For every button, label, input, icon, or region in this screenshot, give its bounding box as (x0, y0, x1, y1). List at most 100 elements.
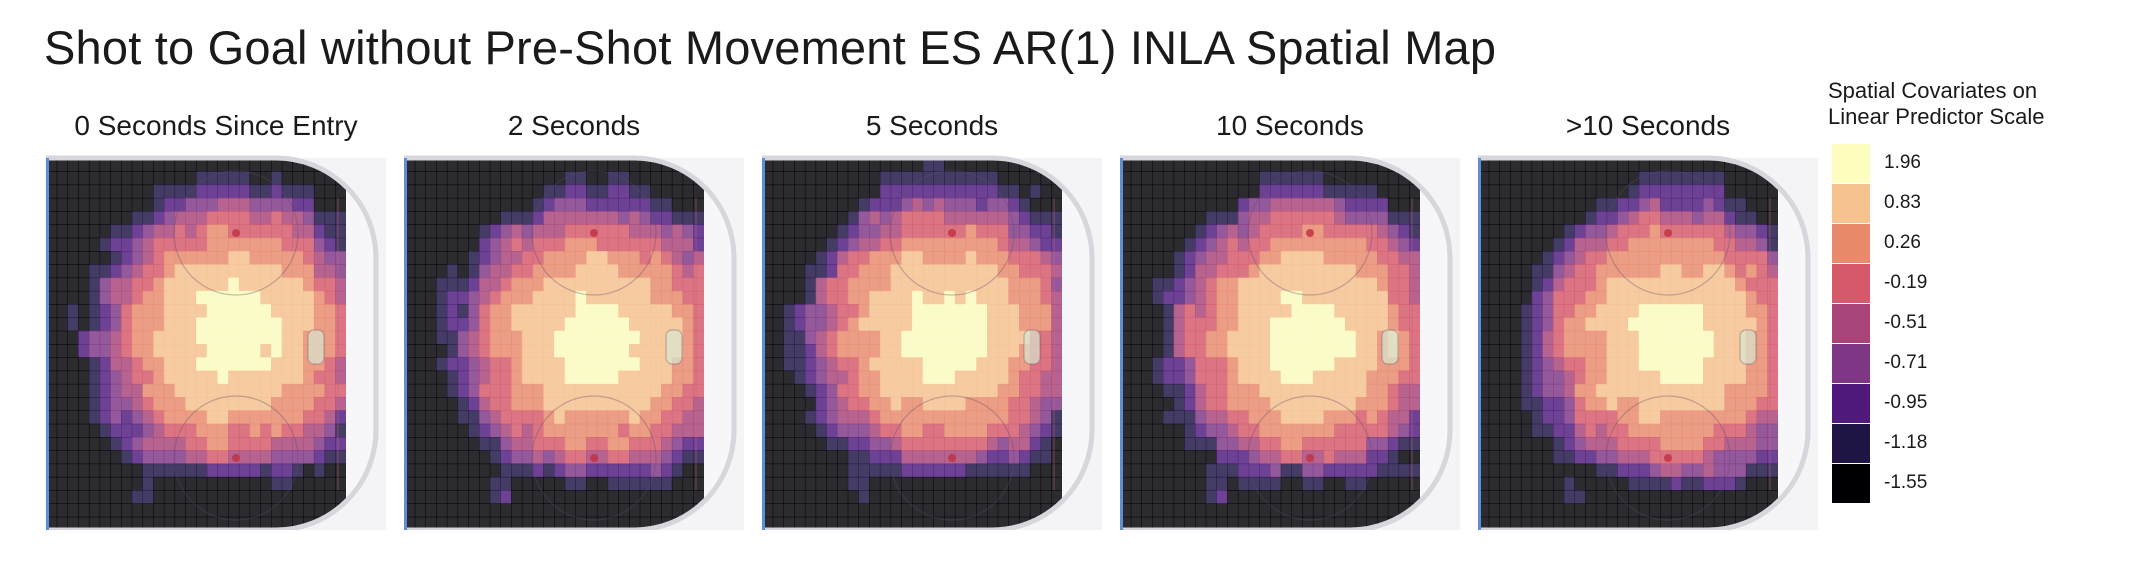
heatmap-cell (121, 397, 133, 412)
heatmap-cell (260, 423, 272, 438)
heatmap-cell (142, 397, 154, 412)
heatmap-cell (1681, 277, 1693, 292)
heatmap-cell (1237, 357, 1250, 372)
heatmap-cell (693, 397, 705, 412)
heatmap-cell (142, 503, 154, 518)
heatmap-cell (1173, 158, 1185, 172)
heatmap-cell (1312, 237, 1325, 252)
heatmap-cell (837, 251, 849, 265)
heatmap-cell (1585, 383, 1597, 398)
heatmap-cell (468, 383, 480, 398)
heatmap-cell (88, 184, 101, 199)
heatmap-cell (1478, 197, 1490, 212)
heatmap-cell (607, 370, 619, 385)
heatmap-cell (174, 197, 186, 212)
heatmap-cell (1692, 237, 1704, 252)
heatmap-cell (1398, 450, 1410, 465)
heatmap-cell (1606, 317, 1618, 332)
heatmap-cell (249, 224, 261, 239)
heatmap-cell (826, 437, 838, 451)
heatmap-cell (1259, 277, 1271, 292)
heatmap-cell (1291, 211, 1303, 226)
heatmap-cell (468, 264, 480, 279)
heatmap-cell (543, 463, 555, 478)
heatmap-cell (1205, 463, 1218, 478)
heatmap-cell (1130, 304, 1143, 319)
heatmap-cell (1585, 171, 1597, 186)
heatmap-cell (1312, 184, 1325, 199)
heatmap-cell (489, 410, 502, 425)
heatmap-cell (56, 237, 69, 252)
heatmap-cell (1312, 516, 1325, 530)
heatmap-cell (1628, 211, 1640, 226)
legend-swatch (1832, 344, 1870, 383)
heatmap-cell (468, 410, 480, 425)
heatmap-cell (489, 423, 502, 438)
heatmap-cell (281, 423, 294, 438)
heatmap-cell (987, 503, 999, 518)
heatmap-cell (99, 264, 111, 279)
heatmap-cell (912, 171, 924, 186)
heatmap-cell (762, 317, 774, 332)
heatmap-cell (1302, 410, 1314, 425)
heatmap-cell (976, 463, 988, 478)
heatmap-cell (153, 397, 165, 412)
heatmap-cell (1195, 450, 1207, 465)
heatmap-cell (965, 503, 977, 518)
heatmap-cell (826, 158, 838, 172)
heatmap-cell (607, 383, 619, 398)
heatmap-cell (532, 383, 544, 398)
heatmap-cell (281, 171, 294, 186)
heatmap-cell (1542, 251, 1554, 265)
legend-label: -1.55 (1884, 472, 1928, 493)
heatmap-cell (249, 317, 261, 332)
heatmap-cell (837, 370, 849, 385)
heatmap-cell (196, 330, 208, 345)
heatmap-cell (1553, 197, 1565, 212)
heatmap-cell (521, 397, 534, 412)
heatmap-cell (1195, 397, 1207, 412)
heatmap-cell (324, 437, 336, 451)
heatmap-cell (121, 171, 133, 186)
heatmap-cell (303, 264, 315, 279)
heatmap-cell (131, 251, 144, 265)
heatmap-cell (1195, 224, 1207, 239)
heatmap-cell (521, 437, 534, 451)
heatmap-cell (1692, 330, 1704, 345)
heatmap-cell (153, 197, 165, 212)
faceoff-circle (531, 395, 657, 521)
heatmap-cell (1692, 184, 1704, 199)
heatmap-cell (1520, 423, 1533, 438)
heatmap-cell (543, 370, 555, 385)
heatmap-cell (618, 344, 630, 358)
heatmap-cell (67, 344, 79, 358)
heatmap-cell (1334, 503, 1346, 518)
heatmap-cell (1499, 317, 1511, 332)
heatmap-cell (954, 184, 967, 199)
heatmap-cell (1152, 490, 1164, 505)
heatmap-cell (142, 317, 154, 332)
heatmap-cell (772, 476, 785, 491)
heatmap-cell (912, 410, 924, 425)
heatmap-cell (933, 503, 945, 518)
heatmap-cell (404, 490, 416, 505)
heatmap-cell (1355, 476, 1368, 491)
heatmap-cell (618, 197, 630, 212)
heatmap-cell (1756, 211, 1768, 226)
heatmap-cell (56, 290, 69, 305)
heatmap-cell (404, 344, 416, 358)
heatmap-cell (1130, 211, 1143, 226)
heatmap-cell (404, 277, 416, 292)
heatmap-cell (1051, 490, 1063, 505)
heatmap-cell (1606, 211, 1618, 226)
heatmap-cell (532, 224, 544, 239)
heatmap-cell (1280, 370, 1293, 385)
heatmap-cell (281, 277, 294, 292)
heatmap-cell (1323, 237, 1335, 252)
heatmap-cell (783, 317, 795, 332)
heatmap-cell (1692, 277, 1704, 292)
heatmap-cell (1767, 463, 1779, 478)
heatmap-cell (965, 383, 977, 398)
heatmap-cell (1606, 370, 1618, 385)
heatmap-cell (682, 383, 694, 398)
